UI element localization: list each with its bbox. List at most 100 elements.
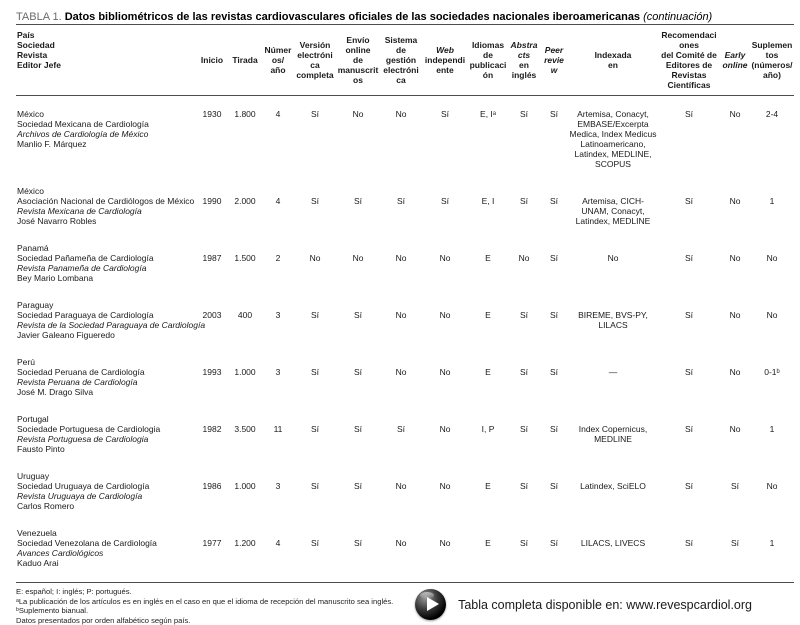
- cell-suplementos: No: [766, 481, 778, 491]
- cell-recom: Sí: [684, 538, 694, 548]
- cell-envio: No: [352, 253, 364, 263]
- page-footer: E: español; I: inglés; P: portugués. ᵃLa …: [0, 583, 800, 625]
- cell-idiomas: E: [485, 367, 491, 377]
- cell-peer: Sí: [549, 109, 559, 119]
- cell-tirada: 400: [237, 310, 253, 320]
- society: Sociedad Mexicana de Cardiología: [17, 119, 149, 129]
- cell-recom: Sí: [684, 310, 694, 320]
- cell-idiomas: E: [485, 538, 491, 548]
- cell-early: No: [729, 367, 741, 377]
- table-row: México Asociación Nacional de Cardiólogos…: [16, 183, 794, 240]
- table-number-label: TABLA 1.: [16, 11, 62, 23]
- cell-sistema: No: [395, 481, 407, 491]
- table-title-continuation: (continuación): [643, 11, 713, 23]
- cell-numeros: 2: [275, 253, 281, 263]
- editor: Bey Mario Lombana: [17, 273, 94, 283]
- cell-envio: Sí: [353, 367, 363, 377]
- table-row: Paraguay Sociedad Paraguaya de Cardiologí…: [16, 297, 794, 354]
- journal-name: Revista Mexicana de Cardiología: [17, 206, 142, 216]
- journal-name: Revista Uruguaya de Cardiología: [17, 491, 143, 501]
- footnote: E: español; I: inglés; P: portugués.: [16, 587, 132, 596]
- cell-inicio: 1977: [202, 538, 222, 548]
- table-row: Uruguay Sociedad Uruguaya de Cardiología R…: [16, 468, 794, 525]
- cell-early: No: [729, 196, 741, 206]
- cell-abstracts: No: [518, 253, 530, 263]
- cell-peer: Sí: [549, 367, 559, 377]
- cell-tirada: 1.800: [234, 109, 256, 119]
- cell-abstracts: Sí: [519, 538, 529, 548]
- country: México: [17, 109, 44, 119]
- cell-peer: Sí: [549, 310, 559, 320]
- society: Sociedad Venezolana de Cardiología: [17, 538, 157, 548]
- cell-recom: Sí: [684, 253, 694, 263]
- society: Sociedad Peruana de Cardiología: [17, 367, 145, 377]
- cell-tirada: 1.200: [234, 538, 256, 548]
- cell-idiomas: E: [485, 253, 491, 263]
- country: México: [17, 186, 44, 196]
- table-body: México Sociedad Mexicana de Cardiología Ar…: [16, 96, 794, 583]
- cell-entity: Paraguay Sociedad Paraguaya de Cardiologí…: [16, 297, 205, 354]
- cell-sistema: No: [395, 253, 407, 263]
- cell-peer: Sí: [549, 424, 559, 434]
- cell-tirada: 2.000: [234, 196, 256, 206]
- cell-peer: Sí: [549, 481, 559, 491]
- editor: Manlio F. Márquez: [17, 139, 87, 149]
- society: Sociedad Uruguaya de Cardiología: [17, 481, 150, 491]
- cell-sistema: No: [395, 538, 407, 548]
- cell-early: Sí: [730, 481, 740, 491]
- cell-sistema: No: [395, 367, 407, 377]
- country: Uruguay: [17, 471, 50, 481]
- cell-abstracts: Sí: [519, 109, 529, 119]
- cell-idiomas: I, P: [481, 424, 495, 434]
- cell-idiomas: E, Iᵃ: [480, 109, 496, 119]
- column-header-web: Web independiente: [424, 45, 466, 75]
- editor: Fausto Pinto: [17, 444, 65, 454]
- cell-suplementos: 1: [769, 196, 775, 206]
- cell-envio: Sí: [353, 481, 363, 491]
- country: Venezuela: [17, 528, 57, 538]
- editor: Carlos Romero: [17, 501, 75, 511]
- cell-web: No: [439, 538, 451, 548]
- cell-inicio: 1990: [202, 196, 222, 206]
- column-header-envio: Envío online de manuscritos: [337, 35, 379, 85]
- column-header-recom: Recomendaciones del Comité de Editores de R…: [661, 30, 717, 90]
- cell-suplementos: 1: [769, 538, 775, 548]
- journal-name: Revista Peruana de Cardiología: [17, 377, 138, 387]
- cell-idiomas: E: [485, 310, 491, 320]
- table-title: TABLA 1. Datos bibliométricos de las rev…: [16, 10, 784, 24]
- cell-web: No: [439, 481, 451, 491]
- cell-inicio: 1982: [202, 424, 222, 434]
- cell-sistema: No: [395, 109, 407, 119]
- cell-abstracts: Sí: [519, 367, 529, 377]
- cell-entity: México Sociedad Mexicana de Cardiología Ar…: [16, 96, 196, 184]
- table-row: Venezuela Sociedad Venezolana de Cardiolo…: [16, 525, 794, 583]
- column-header-tirada: Tirada: [232, 55, 258, 65]
- cell-numeros: 11: [273, 424, 283, 434]
- cell-recom: Sí: [684, 481, 694, 491]
- cell-indexada: LILACS, LIVECS: [580, 538, 646, 548]
- column-header-idiomas: Idiomas de publicación: [469, 40, 507, 80]
- cell-sistema: No: [395, 310, 407, 320]
- cell-peer: Sí: [549, 253, 559, 263]
- cell-early: No: [729, 424, 741, 434]
- bibliometric-table: País Sociedad Revista Editor Jefe Inicio Tira…: [16, 24, 794, 583]
- column-header-suplementos: Suplementos (números/año): [751, 40, 793, 80]
- cell-envio: Sí: [353, 310, 363, 320]
- cell-inicio: 2003: [202, 310, 222, 320]
- cell-suplementos: 0-1ᵇ: [764, 367, 780, 377]
- cell-entity: Uruguay Sociedad Uruguaya de Cardiología R…: [16, 468, 196, 525]
- cell-numeros: 4: [275, 538, 281, 548]
- cell-suplementos: 2-4: [765, 109, 779, 119]
- cell-indexada: Artemisa, CICH-UNAM, Conacyt, Latindex, …: [575, 196, 651, 226]
- country: Perú: [17, 357, 35, 367]
- cell-envio: Sí: [353, 538, 363, 548]
- cell-suplementos: 1: [769, 424, 775, 434]
- footnote: ᵃLa publicación de los artículos es en i…: [16, 596, 394, 606]
- cell-version: Sí: [310, 481, 320, 491]
- cell-numeros: 4: [275, 109, 281, 119]
- cell-suplementos: No: [766, 253, 778, 263]
- cell-abstracts: Sí: [519, 196, 529, 206]
- cell-version: No: [309, 253, 321, 263]
- cell-indexada: BIREME, BVS-PY, LILACS: [578, 310, 648, 330]
- journal-table-page: TABLA 1. Datos bibliométricos de las rev…: [16, 10, 794, 583]
